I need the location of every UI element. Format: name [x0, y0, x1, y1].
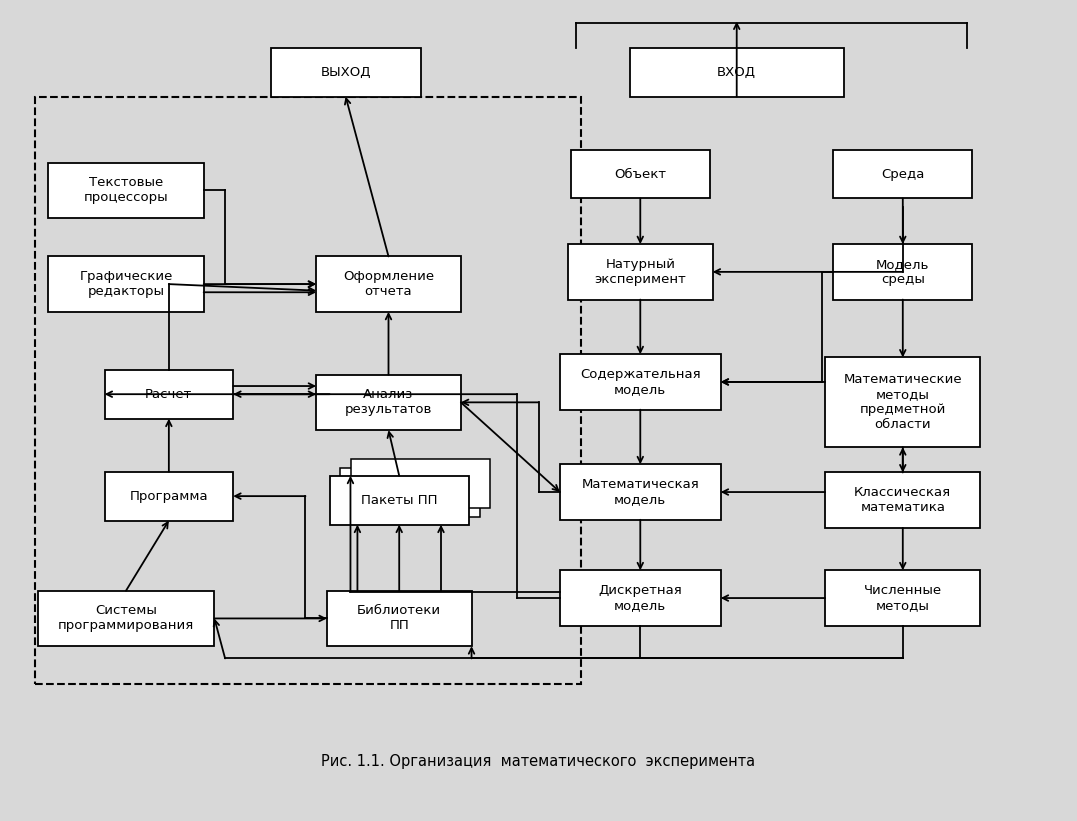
Text: Математическая
модель: Математическая модель	[582, 478, 699, 506]
Text: Математические
методы
предметной
области: Математические методы предметной области	[843, 374, 962, 431]
Text: Среда: Среда	[881, 167, 924, 181]
FancyBboxPatch shape	[568, 244, 713, 300]
FancyBboxPatch shape	[560, 354, 721, 410]
FancyBboxPatch shape	[330, 475, 468, 525]
FancyBboxPatch shape	[38, 591, 214, 646]
Text: Расчет: Расчет	[145, 388, 193, 401]
Text: Программа: Программа	[129, 489, 208, 502]
Text: Графические
редакторы: Графические редакторы	[80, 270, 172, 298]
FancyBboxPatch shape	[340, 468, 479, 516]
FancyBboxPatch shape	[834, 244, 973, 300]
Text: Системы
программирования: Системы программирования	[58, 604, 194, 632]
Text: Текстовые
процессоры: Текстовые процессоры	[84, 177, 168, 204]
Text: Дискретная
модель: Дискретная модель	[599, 584, 682, 612]
Text: Натурный
эксперимент: Натурный эксперимент	[595, 258, 686, 286]
FancyBboxPatch shape	[825, 472, 980, 528]
FancyBboxPatch shape	[630, 48, 844, 97]
FancyBboxPatch shape	[560, 465, 721, 520]
Text: Библиотеки
ПП: Библиотеки ПП	[358, 604, 442, 632]
Text: Рис. 1.1. Организация  математического  эксперимента: Рис. 1.1. Организация математического эк…	[321, 754, 756, 768]
Text: Объект: Объект	[614, 167, 667, 181]
FancyBboxPatch shape	[48, 256, 204, 312]
Text: Оформление
отчета: Оформление отчета	[342, 270, 434, 298]
Text: Модель
среды: Модель среды	[876, 258, 929, 286]
Text: Пакеты ПП: Пакеты ПП	[361, 493, 437, 507]
FancyBboxPatch shape	[270, 48, 421, 97]
FancyBboxPatch shape	[327, 591, 472, 646]
Text: Содержательная
модель: Содержательная модель	[581, 368, 701, 396]
FancyBboxPatch shape	[571, 149, 710, 199]
Text: Численные
методы: Численные методы	[864, 584, 942, 612]
FancyBboxPatch shape	[48, 163, 204, 218]
Text: Классическая
математика: Классическая математика	[854, 486, 951, 514]
FancyBboxPatch shape	[351, 460, 490, 508]
Text: Анализ
результатов: Анализ результатов	[345, 388, 432, 416]
FancyBboxPatch shape	[834, 149, 973, 199]
FancyBboxPatch shape	[825, 357, 980, 447]
FancyBboxPatch shape	[104, 471, 233, 521]
FancyBboxPatch shape	[825, 571, 980, 626]
Text: ВЫХОД: ВЫХОД	[320, 66, 370, 79]
FancyBboxPatch shape	[317, 256, 461, 312]
FancyBboxPatch shape	[560, 571, 721, 626]
Text: ВХОД: ВХОД	[717, 66, 756, 79]
FancyBboxPatch shape	[317, 374, 461, 430]
FancyBboxPatch shape	[104, 369, 233, 419]
